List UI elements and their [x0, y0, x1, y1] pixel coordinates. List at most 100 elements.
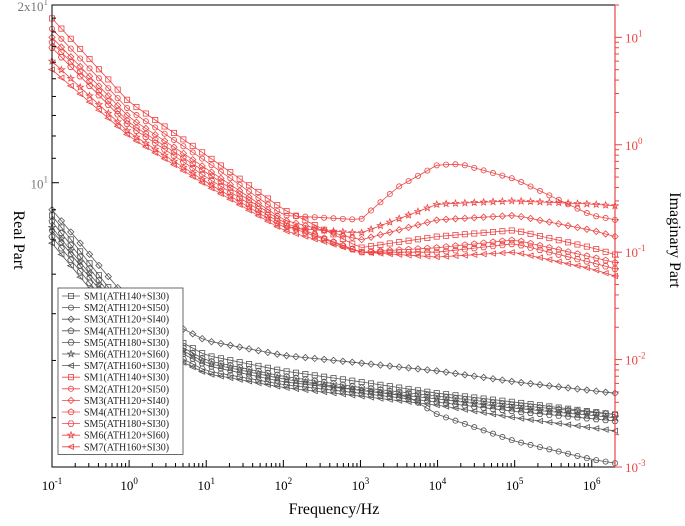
data-point	[57, 217, 66, 225]
data-point	[292, 213, 299, 220]
data-point	[133, 104, 140, 111]
y-left-tick-label: 101	[31, 175, 49, 192]
data-point	[499, 228, 506, 235]
legend-item: SM6(ATH120+SI60)	[62, 349, 169, 361]
data-point	[114, 107, 122, 114]
data-point	[461, 371, 469, 379]
data-point	[546, 235, 553, 242]
data-point	[217, 339, 225, 348]
x-tick-label: 10-1	[42, 476, 63, 493]
data-point	[535, 417, 543, 425]
data-point	[460, 397, 470, 407]
legend-label: SM3(ATH120+SI40)	[84, 396, 169, 407]
data-point	[565, 239, 572, 246]
data-point	[555, 196, 562, 203]
data-point	[470, 372, 478, 380]
data-point	[460, 406, 468, 413]
data-point	[490, 228, 497, 235]
data-point	[76, 273, 84, 281]
data-point	[207, 177, 216, 184]
data-point	[536, 232, 543, 239]
data-point	[479, 409, 487, 416]
data-point	[179, 154, 187, 161]
legend-item: SM2(ATH120+SI50)	[62, 384, 169, 395]
data-point	[86, 77, 93, 85]
data-point	[366, 394, 375, 401]
data-point	[132, 132, 141, 141]
data-point	[338, 243, 346, 251]
data-point	[66, 443, 74, 451]
data-point	[235, 376, 243, 383]
data-point	[517, 402, 525, 409]
data-point	[460, 252, 468, 259]
data-point	[601, 412, 610, 421]
data-point	[188, 168, 198, 178]
data-point	[376, 250, 384, 257]
data-point	[432, 401, 440, 409]
data-point	[152, 117, 159, 124]
data-point	[104, 92, 112, 100]
data-point	[68, 374, 75, 381]
data-point	[479, 250, 487, 258]
data-point	[433, 216, 441, 224]
data-point	[254, 206, 263, 213]
data-point	[508, 211, 516, 220]
legend-item: SM4(ATH120+SI30)	[62, 408, 169, 419]
data-point	[470, 396, 478, 404]
legend-item: SM2(ATH120+SI50)	[62, 303, 169, 314]
data-point	[507, 403, 517, 412]
legend-item: SM1(ATH140+SI30)	[62, 373, 169, 384]
data-point	[432, 199, 442, 209]
data-point	[282, 352, 291, 360]
series-line	[51, 60, 616, 234]
data-point	[227, 169, 234, 176]
data-point	[414, 390, 422, 397]
legend-label: SM6(ATH120+SI60)	[84, 431, 169, 442]
data-point	[311, 214, 318, 221]
data-point	[593, 457, 600, 464]
data-point	[67, 45, 74, 52]
data-point	[394, 390, 404, 399]
x-tick-label: 102	[275, 476, 293, 493]
legend-item: SM7(ATH160+SI30)	[62, 361, 169, 372]
data-point	[517, 242, 525, 249]
y-right-tick-label: 101	[625, 28, 643, 45]
data-point	[104, 272, 112, 281]
data-point	[442, 393, 450, 401]
data-point	[489, 375, 497, 383]
data-point	[198, 368, 206, 375]
data-point	[508, 377, 516, 386]
data-point	[348, 246, 356, 254]
data-point	[339, 235, 346, 242]
data-point	[282, 223, 291, 232]
data-point	[329, 381, 338, 391]
data-point	[573, 262, 581, 269]
data-point	[319, 380, 329, 389]
data-point	[235, 343, 244, 351]
data-point	[188, 173, 196, 180]
data-point	[479, 213, 488, 221]
data-point	[348, 234, 356, 242]
data-point	[527, 183, 534, 190]
data-point	[368, 207, 375, 214]
data-point	[545, 404, 553, 412]
data-point	[122, 131, 131, 138]
data-point	[291, 223, 301, 233]
data-point	[273, 223, 281, 230]
series-line	[51, 47, 616, 270]
data-point	[94, 106, 102, 114]
data-point	[516, 196, 526, 205]
data-point	[546, 446, 553, 453]
data-point	[385, 396, 393, 403]
data-point	[151, 140, 159, 147]
x-tick-label: 104	[429, 476, 447, 493]
data-point	[583, 243, 590, 250]
data-point	[555, 237, 562, 244]
data-point	[357, 393, 365, 400]
data-point	[573, 255, 582, 263]
data-point	[94, 280, 104, 289]
data-point	[301, 377, 310, 386]
legend-label: SM4(ATH120+SI30)	[84, 326, 169, 337]
data-point	[535, 197, 545, 206]
data-point	[329, 356, 338, 365]
